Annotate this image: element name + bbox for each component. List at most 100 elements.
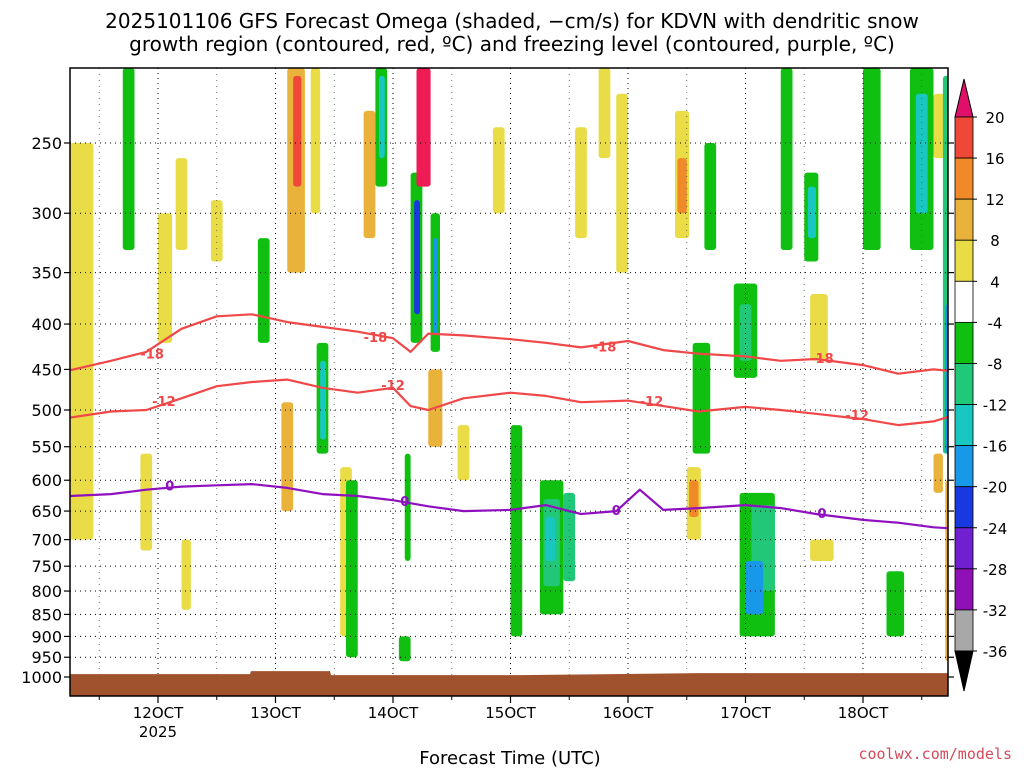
colorbar-label-4: 4 — [990, 273, 1000, 291]
omega-shade-11 — [310, 68, 321, 214]
omega-shade-9 — [293, 75, 302, 187]
omega-shade-50 — [807, 186, 816, 239]
colorbar-label-7: -12 — [983, 397, 1008, 415]
omega-shade-1 — [122, 68, 135, 250]
y-tick-label-400: 400 — [31, 315, 62, 334]
colorbar-swatch-12 — [954, 609, 974, 652]
y-tick-label-650: 650 — [31, 502, 62, 521]
contour-label-10: 0 — [612, 504, 621, 519]
y-tick-label-500: 500 — [31, 401, 62, 420]
contour-labels: -18 -18 -18 -18 -12 -12 -12 -12 0 0 0 0 — [140, 331, 869, 522]
y-tick-label-300: 300 — [31, 204, 62, 223]
omega-shade-2 — [140, 453, 153, 551]
contour-label-9: 0 — [400, 495, 409, 510]
omega-shade-54 — [886, 571, 905, 637]
colorbar-label-5: -4 — [988, 314, 1003, 332]
y-tick-label-450: 450 — [31, 360, 62, 379]
y-tick-label-700: 700 — [31, 531, 62, 550]
omega-shade-42 — [704, 143, 717, 250]
omega-shade-10 — [281, 402, 294, 512]
omega-shade-5 — [181, 539, 191, 610]
omega-shade-52 — [810, 539, 834, 562]
colorbar-label-12: -32 — [983, 602, 1008, 620]
omega-shade-0 — [70, 143, 94, 540]
omega-shade-16 — [363, 110, 376, 239]
x-axis-ticks: 12OCT 13OCT 14OCT 15OCT 16OCT 17OCT 18OCT — [98, 696, 923, 722]
colorbar-swatch-3 — [954, 239, 974, 282]
colorbar-label-13: -36 — [983, 643, 1008, 661]
omega-shade-22 — [416, 68, 431, 187]
omega-shade-15 — [346, 480, 358, 658]
colorbar-label-8: -16 — [983, 438, 1008, 456]
colorbar-swatch-5 — [954, 321, 974, 364]
y-tick-label-850: 850 — [31, 605, 62, 624]
colorbar: 20 16 12 8 4 -4 -8 -12 -16 -20 -24 -28 -32 -36 — [954, 78, 1008, 692]
colorbar-swatch-2 — [954, 198, 974, 241]
omega-shade-35 — [598, 68, 611, 159]
contour-label-5: -12 — [381, 379, 405, 394]
omega-shade-13 — [320, 360, 327, 440]
x-tick-label-5: 17OCT — [720, 704, 771, 722]
colorbar-bottom-arrow — [954, 650, 974, 692]
contour-label-1: -18 — [364, 331, 388, 346]
omega-shade-34 — [575, 127, 587, 239]
colorbar-swatch-11 — [954, 568, 974, 611]
omega-shade-58 — [933, 453, 943, 493]
x-tick-label-6: 18OCT — [838, 704, 889, 722]
chart-title-line2: growth region (contoured, red, ºC) and f… — [129, 32, 895, 56]
y-tick-label-250: 250 — [31, 134, 62, 153]
x-axis-title: Forecast Time (UTC) — [419, 748, 600, 768]
contour-line--12 — [70, 378, 948, 427]
colorbar-label-10: -24 — [983, 520, 1008, 538]
y-tick-label-750: 750 — [31, 557, 62, 576]
omega-shade-27 — [457, 425, 470, 481]
omega-shade-21 — [414, 200, 421, 315]
colorbar-label-2: 12 — [985, 191, 1004, 209]
omega-shade-19 — [404, 453, 411, 562]
colorbar-label-9: -20 — [983, 479, 1008, 497]
omega-shade-53 — [863, 68, 881, 250]
colorbar-swatch-4 — [954, 280, 974, 323]
y-tick-label-1000: 1000 — [21, 668, 62, 687]
contour-label-2: -18 — [593, 340, 617, 355]
y-tick-label-950: 950 — [31, 648, 62, 667]
colorbar-swatch-7 — [954, 404, 974, 447]
contour-label-4: -12 — [152, 395, 176, 410]
ground-surface — [70, 671, 948, 696]
omega-shade-47 — [745, 561, 764, 615]
x-tick-label-2: 14OCT — [368, 704, 419, 722]
y-tick-label-600: 600 — [31, 471, 62, 490]
colorbar-swatch-1 — [954, 157, 974, 200]
colorbar-label-6: -8 — [988, 355, 1003, 373]
omega-shade-41 — [692, 342, 711, 454]
omega-shade-51 — [810, 294, 828, 361]
omega-shade-57 — [933, 93, 946, 159]
omega-shade-32 — [563, 492, 576, 582]
y-tick-label-900: 900 — [31, 627, 62, 646]
colorbar-swatch-0 — [954, 116, 974, 159]
x-tick-label-0: 12OCT — [133, 704, 184, 722]
contour-label-7: -12 — [845, 409, 869, 424]
omega-shade-4 — [175, 158, 188, 250]
omega-shade-18 — [378, 75, 385, 159]
colorbar-label-3: 8 — [990, 232, 1000, 250]
x-tick-label-1: 13OCT — [250, 704, 301, 722]
x-tick-label-3: 15OCT — [485, 704, 536, 722]
colorbar-label-0: 20 — [985, 109, 1004, 127]
omega-shade-26 — [398, 636, 411, 662]
omega-shade-48 — [780, 68, 793, 250]
omega-shade-29 — [510, 425, 523, 637]
omega-shade-7 — [257, 238, 270, 343]
omega-shade-3 — [158, 213, 173, 343]
contour-label-3: -18 — [810, 352, 834, 367]
plot-frame — [69, 67, 949, 697]
colorbar-swatch-9 — [954, 486, 974, 529]
y-tick-label-800: 800 — [31, 582, 62, 601]
y-axis-ticks: 250 300 350 400 450 500 550 600 650 700 750 800 850 9… — [21, 134, 954, 687]
y-tick-label-350: 350 — [31, 264, 62, 283]
omega-shade-44 — [739, 304, 752, 361]
chart-title-line1: 2025101106 GFS Forecast Omega (shaded, −… — [105, 9, 919, 33]
contour-line--18 — [70, 313, 948, 375]
credit-text: coolwx.com/models — [858, 745, 1012, 763]
